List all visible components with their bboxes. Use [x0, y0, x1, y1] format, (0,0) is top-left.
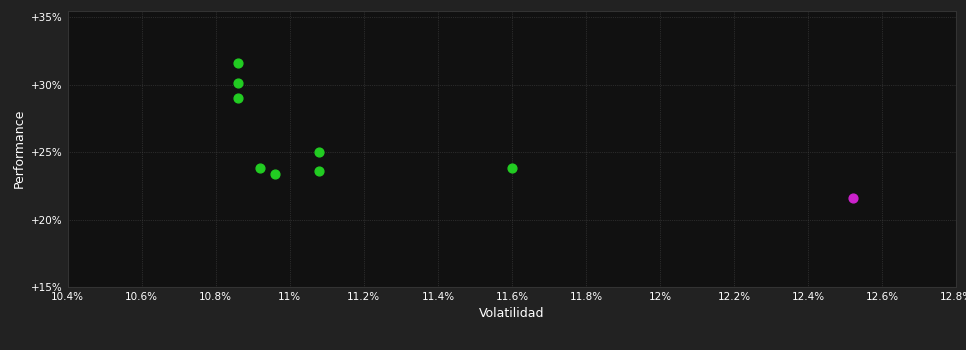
Point [230, 95, 245, 101]
Point [252, 166, 268, 171]
Y-axis label: Performance: Performance [13, 109, 25, 188]
X-axis label: Volatilidad: Volatilidad [479, 307, 545, 320]
Point [504, 166, 520, 171]
Point [845, 195, 861, 201]
Point [312, 149, 327, 155]
Point [230, 80, 245, 86]
Point [230, 60, 245, 66]
Point [268, 171, 283, 176]
Point [312, 168, 327, 174]
